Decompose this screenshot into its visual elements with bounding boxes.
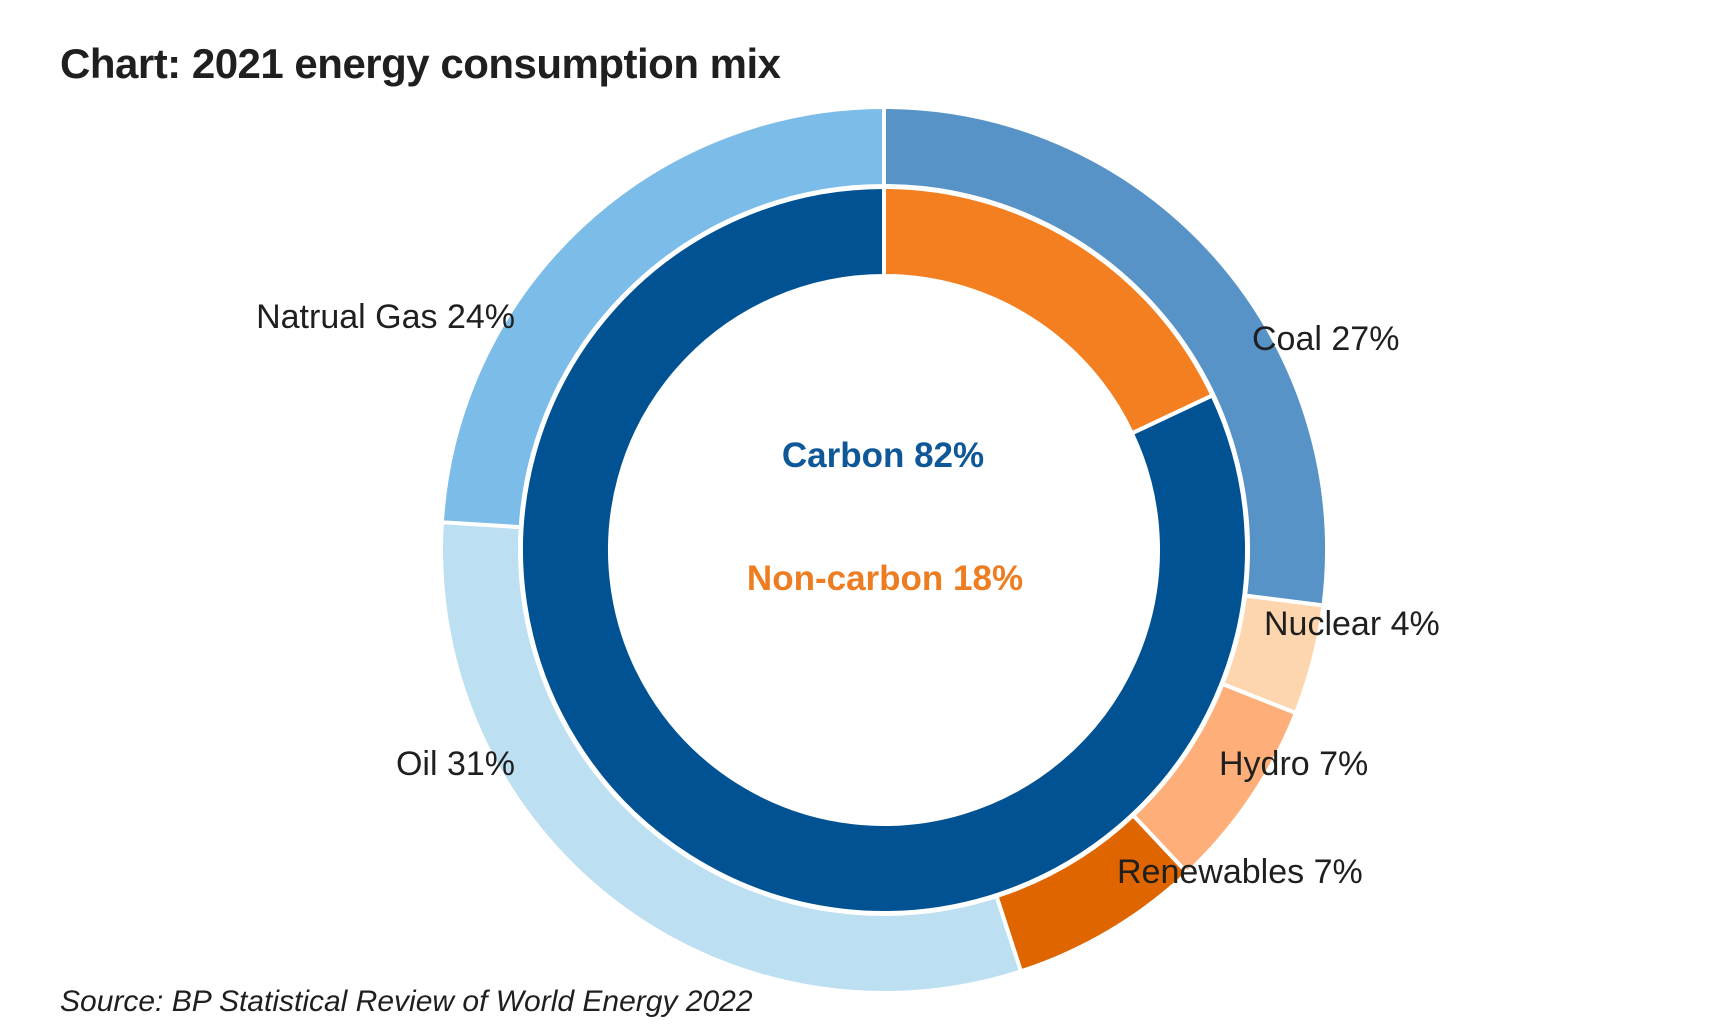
slice-label-coal: Coal 27%	[1252, 320, 1399, 358]
center-labels: Carbon 82% Non-carbon 18%	[747, 436, 1023, 598]
slice-label-hydro: Hydro 7%	[1219, 745, 1368, 783]
slice-label-natural-gas: Natrual Gas 24%	[256, 298, 515, 336]
carbon-total-label: Carbon 82%	[782, 436, 984, 475]
inner-slice-carbon	[518, 184, 1249, 915]
non-carbon-total-label: Non-carbon 18%	[747, 559, 1023, 598]
chart-title: Chart: 2021 energy consumption mix	[60, 40, 781, 87]
slice-label-nuclear: Nuclear 4%	[1264, 605, 1440, 643]
inner-ring	[518, 184, 1249, 915]
source-note: Source: BP Statistical Review of World E…	[60, 985, 753, 1018]
slice-label-oil: Oil 31%	[396, 745, 515, 783]
outer-ring-labels: Coal 27% Nuclear 4% Hydro 7% Renewables …	[256, 298, 1440, 891]
slice-label-renewables: Renewables 7%	[1117, 853, 1363, 891]
